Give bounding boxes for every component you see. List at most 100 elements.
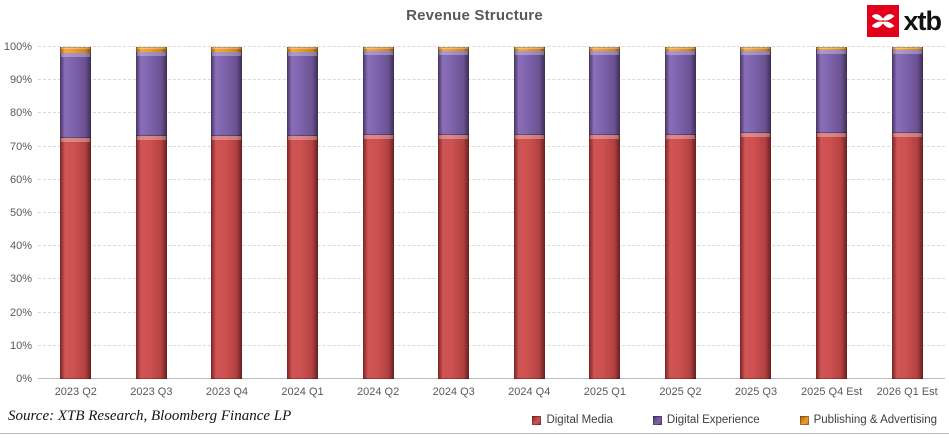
stacked-bar [438, 47, 470, 379]
legend-label: Digital Experience [666, 414, 760, 426]
bar-segment [589, 51, 621, 135]
legend-item: Digital Experience [652, 414, 760, 426]
source-note: Source: XTB Research, Bloomberg Finance … [8, 408, 292, 424]
gridline [38, 344, 945, 346]
bar-segment [740, 133, 772, 379]
y-tick-label: 30% [9, 273, 32, 286]
bar-column [416, 47, 492, 379]
bar-segment [891, 47, 923, 51]
legend-label: Digital Media [546, 414, 613, 426]
bar-segment [664, 47, 696, 51]
bar-segment [211, 47, 243, 52]
bar-segment [664, 51, 696, 135]
x-tick-label: 2023 Q2 [54, 386, 97, 398]
bar-segment [60, 52, 92, 139]
y-tick-label: 20% [9, 306, 32, 319]
x-tick-label: 2026 Q1 Est [876, 386, 938, 398]
gridline [38, 79, 945, 81]
legend-item: Digital Media [532, 414, 613, 426]
x-tick-label: 2025 Q2 [659, 386, 702, 398]
stacked-bar [664, 47, 696, 379]
stacked-bar [740, 47, 772, 379]
x-tick-label: 2025 Q1 [583, 386, 626, 398]
y-tick-label: 10% [9, 339, 32, 352]
bar-column [491, 47, 567, 379]
bar-column [643, 47, 719, 379]
x-tick-label: 2024 Q3 [432, 386, 475, 398]
gridline [38, 46, 945, 47]
bar-column [340, 47, 416, 379]
y-tick-label: 100% [3, 41, 32, 53]
gridline [38, 311, 945, 313]
legend-swatch-icon [652, 415, 662, 425]
bar-segment [513, 51, 545, 135]
bar-segment [438, 51, 470, 135]
legend-item: Publishing & Advertising [799, 414, 937, 426]
bar-segment [438, 47, 470, 52]
x-tick-label: 2023 Q3 [130, 386, 173, 398]
bar-segment [211, 52, 243, 136]
x-tick-label: 2024 Q4 [508, 386, 551, 398]
bar-segment [362, 135, 394, 379]
y-tick-label: 0% [16, 373, 32, 385]
legend-swatch-icon [799, 415, 809, 425]
bar-segment [891, 133, 923, 379]
xtb-logo-red-square [866, 5, 899, 37]
stacked-bar [513, 47, 545, 379]
bar-segment [816, 50, 848, 133]
bar-segment [438, 134, 470, 379]
stacked-bar [589, 47, 621, 379]
bar-segment [135, 52, 167, 136]
x-axis-line [38, 378, 945, 379]
y-tick-label: 60% [9, 173, 32, 186]
bar-segment [740, 47, 772, 51]
bar-segment [211, 135, 243, 379]
bar-segment [287, 47, 319, 52]
bar-column [869, 47, 945, 379]
stacked-bar [60, 47, 92, 379]
bar-segment [287, 135, 319, 379]
gridline [38, 245, 945, 247]
y-tick-label: 80% [9, 107, 32, 120]
y-tick-label: 50% [9, 207, 32, 219]
bar-segment [740, 50, 772, 134]
x-axis-labels: 2023 Q2 2023 Q3 2023 Q4 2024 Q1 2024 Q2 2024 … [38, 386, 945, 398]
stacked-bar [135, 47, 167, 379]
bar-segment [513, 134, 545, 379]
x-tick-label: 2024 Q2 [357, 386, 400, 398]
x-tick-label: 2025 Q4 Est [800, 386, 863, 398]
xtb-swallow-x-icon [871, 14, 894, 28]
gridline [38, 112, 945, 114]
y-tick-label: 70% [9, 140, 32, 153]
bar-column [567, 47, 643, 379]
xtb-logo: xtb [866, 5, 942, 37]
y-axis: 0% 10% 20% 30% 40% 50% 60% 70% 80% 90% 100% [0, 41, 32, 385]
bar-column [265, 47, 341, 379]
gridline [38, 178, 945, 180]
bars-container [38, 47, 945, 379]
gridline [38, 145, 945, 147]
stacked-bar [891, 47, 923, 379]
bar-segment [816, 132, 848, 379]
x-tick-label: 2023 Q4 [205, 386, 249, 398]
bar-segment [589, 134, 621, 379]
bar-segment [135, 135, 167, 379]
bar-segment [664, 134, 696, 379]
bar-column [38, 47, 114, 379]
bar-column [114, 47, 190, 379]
x-tick-label: 2025 Q3 [734, 386, 778, 398]
stacked-bar [816, 47, 848, 379]
stacked-bar [362, 47, 394, 379]
bottom-divider [0, 433, 949, 434]
bar-segment [362, 47, 394, 52]
bar-segment [287, 52, 319, 136]
bar-segment [60, 47, 92, 53]
y-tick-label: 90% [9, 74, 32, 87]
bar-segment [513, 47, 545, 52]
bar-segment [816, 47, 848, 51]
bar-column [189, 47, 265, 379]
gridline [38, 212, 945, 213]
bar-column [718, 47, 794, 379]
legend-label: Publishing & Advertising [813, 414, 937, 426]
